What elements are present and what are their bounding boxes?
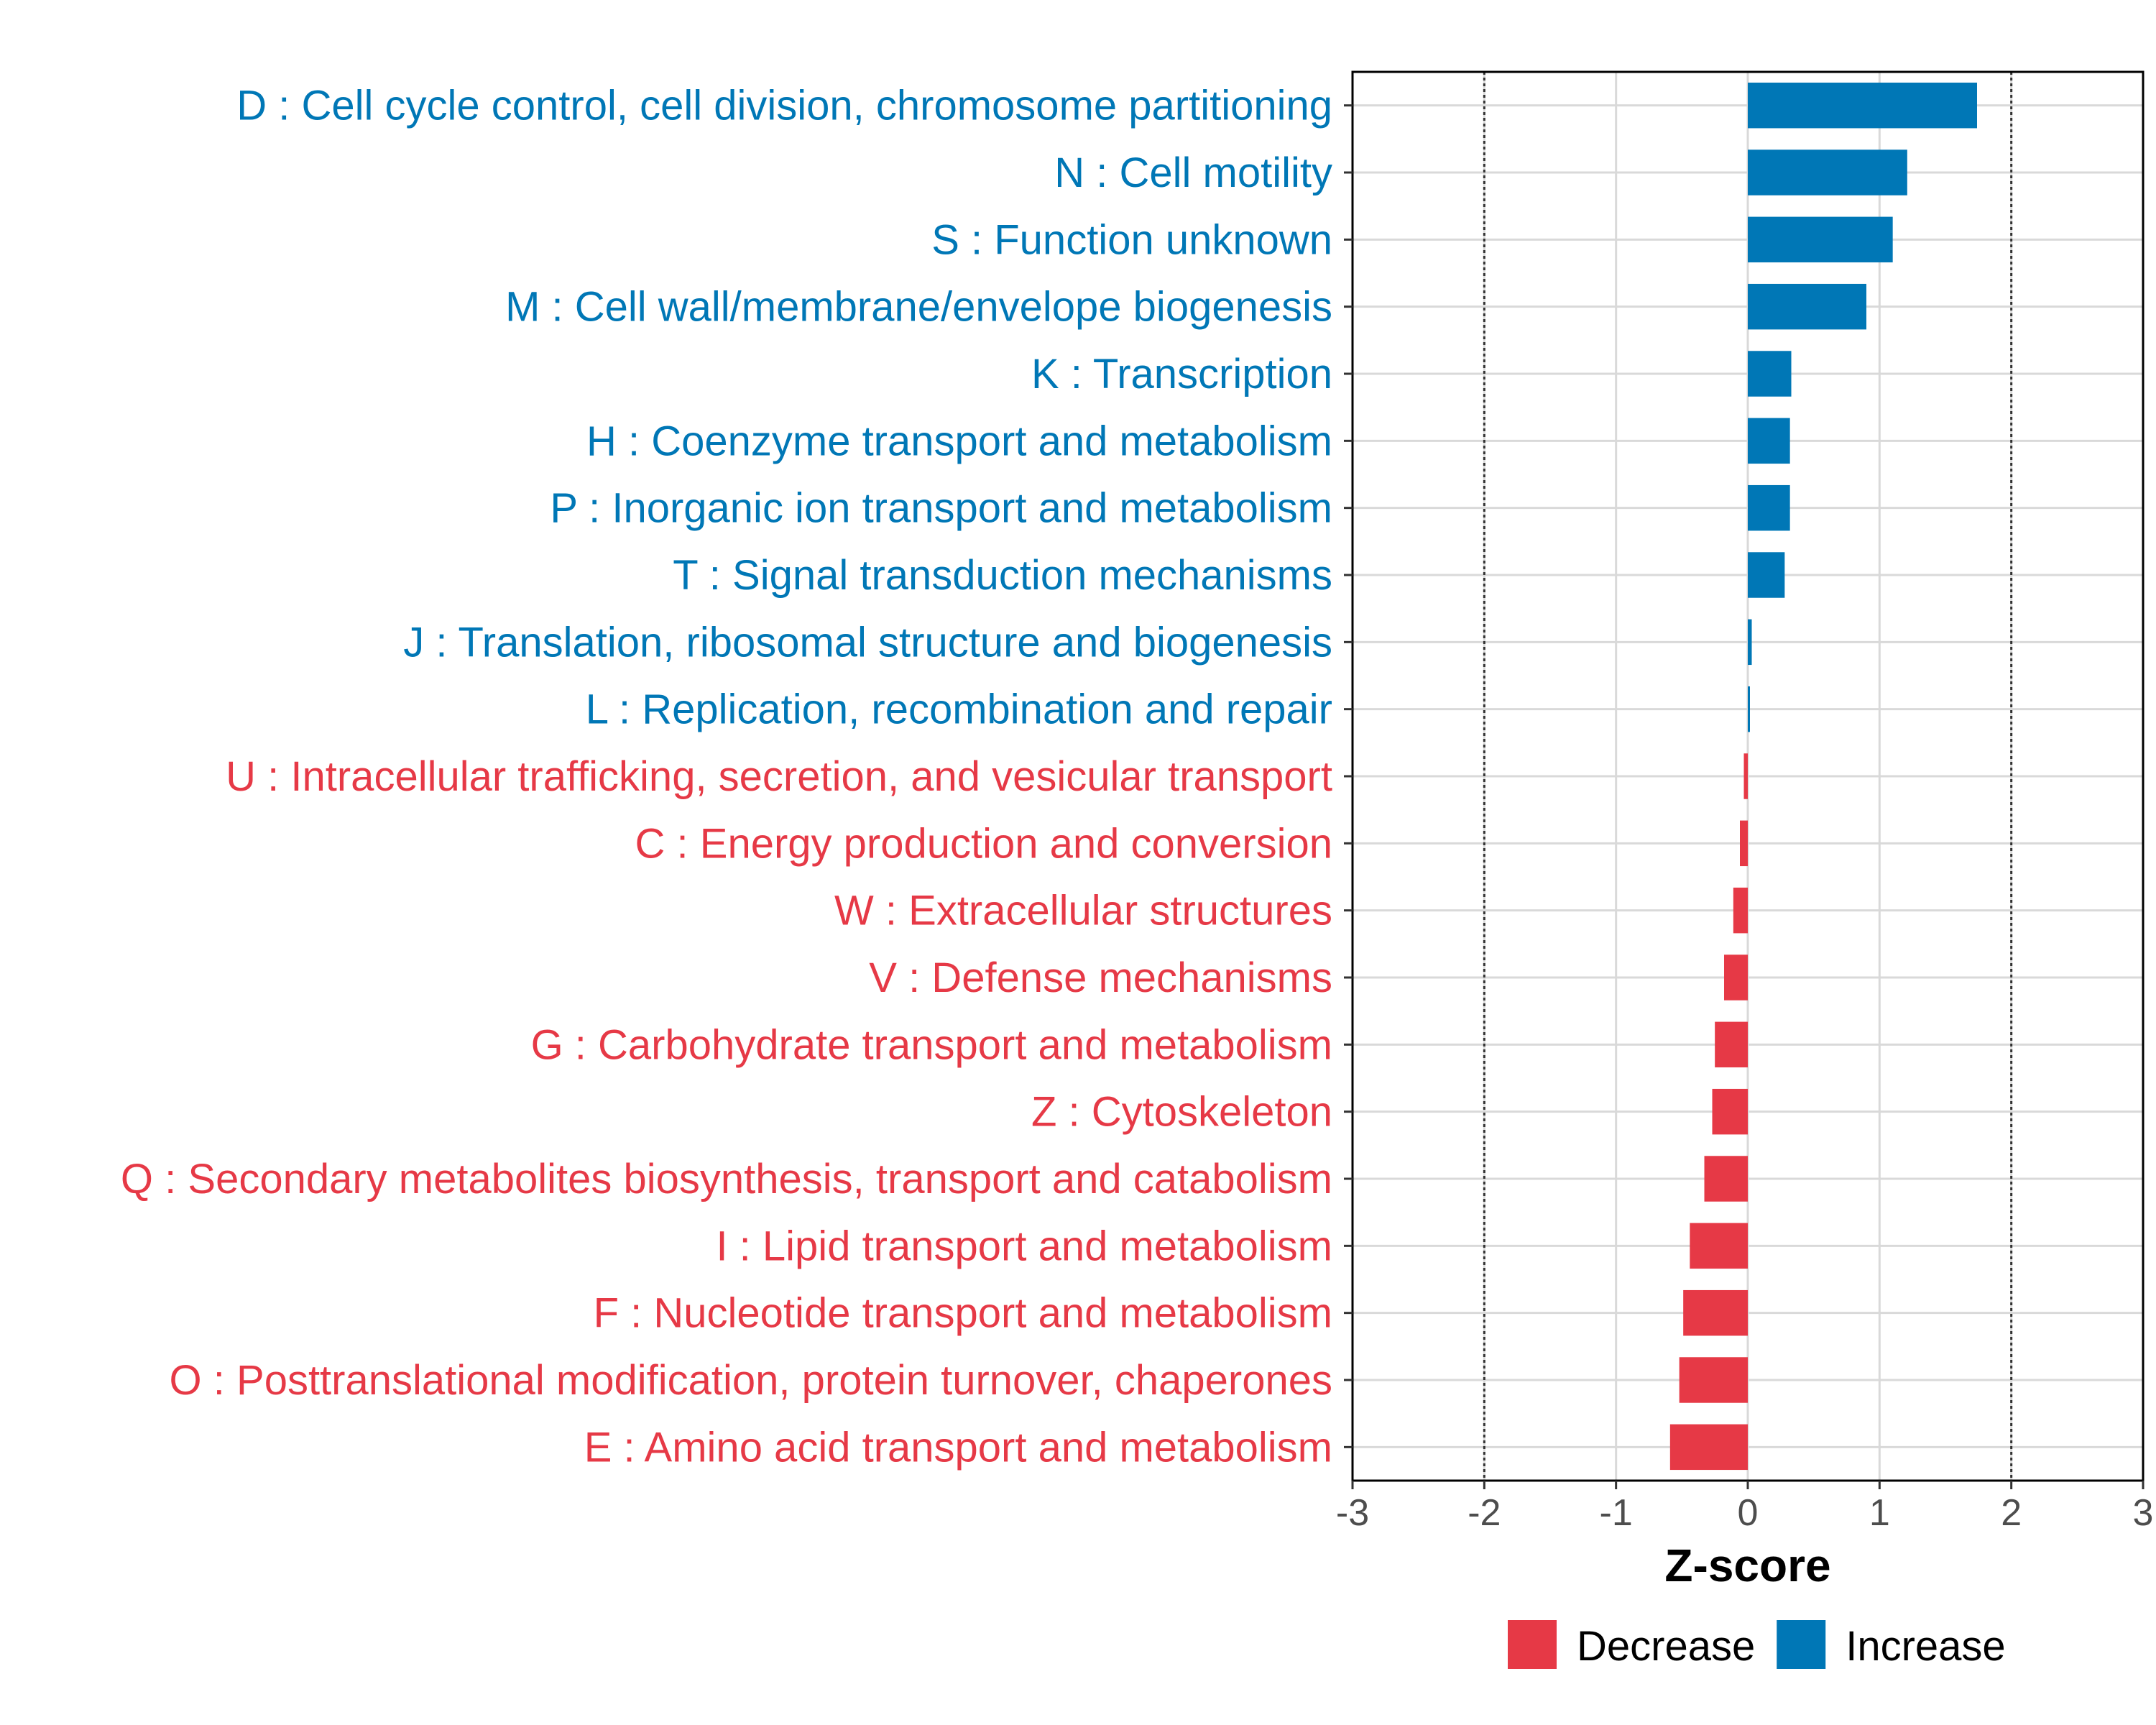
category-label: E : Amino acid transport and metabolism <box>584 1424 1332 1471</box>
bar <box>1724 954 1748 1000</box>
bar <box>1704 1156 1748 1202</box>
bar <box>1748 82 1977 129</box>
x-tick-label: -2 <box>1468 1492 1501 1534</box>
legend-label: Decrease <box>1577 1623 1755 1670</box>
legend-swatch <box>1508 1620 1557 1669</box>
category-label: L : Replication, recombination and repai… <box>586 686 1332 733</box>
bar <box>1748 216 1893 263</box>
category-label: W : Extracellular structures <box>834 888 1332 934</box>
y-axis-ticks: D : Cell cycle control, cell division, c… <box>121 83 1353 1471</box>
bar <box>1712 1088 1748 1135</box>
category-label: U : Intracellular trafficking, secretion… <box>226 753 1332 800</box>
category-label: I : Lipid transport and metabolism <box>716 1223 1332 1269</box>
category-label: Q : Secondary metabolites biosynthesis, … <box>121 1156 1332 1202</box>
bar <box>1740 820 1748 867</box>
bar <box>1748 552 1785 598</box>
category-label: C : Energy production and conversion <box>635 820 1332 867</box>
x-tick-label: 1 <box>1869 1492 1890 1534</box>
category-label: K : Transcription <box>1031 351 1332 397</box>
x-axis-title: Z-score <box>1664 1540 1830 1591</box>
legend-swatch <box>1777 1620 1826 1669</box>
category-label: T : Signal transduction mechanisms <box>673 552 1332 599</box>
bar <box>1743 753 1748 799</box>
x-tick-label: 0 <box>1738 1492 1759 1534</box>
category-label: Z : Cytoskeleton <box>1031 1089 1332 1136</box>
x-tick-label: 2 <box>2001 1492 2022 1534</box>
bar <box>1748 283 1866 330</box>
x-tick-label: 3 <box>2133 1492 2154 1534</box>
bar <box>1733 887 1748 934</box>
bar <box>1715 1021 1748 1068</box>
category-label: J : Translation, ribosomal structure and… <box>403 619 1332 666</box>
bar <box>1748 351 1792 397</box>
bar <box>1748 484 1790 531</box>
bar <box>1748 619 1752 666</box>
bar <box>1748 686 1750 732</box>
category-label: G : Carbohydrate transport and metabolis… <box>531 1021 1332 1068</box>
legend-label: Increase <box>1846 1623 2005 1670</box>
category-label: P : Inorganic ion transport and metaboli… <box>550 485 1332 532</box>
category-label: V : Defense mechanisms <box>869 954 1332 1001</box>
bar <box>1683 1289 1748 1336</box>
category-label: M : Cell wall/membrane/envelope biogenes… <box>505 284 1332 331</box>
bar <box>1748 150 1907 196</box>
x-axis-ticks: -3 -2 -1 0 1 2 3 <box>1336 1481 2154 1534</box>
category-label: O : Posttranslational modification, prot… <box>170 1357 1332 1404</box>
bar <box>1748 418 1790 464</box>
category-label: S : Function unknown <box>931 216 1332 263</box>
legend: Decrease Increase <box>1508 1620 2006 1670</box>
bar <box>1679 1357 1748 1403</box>
bars <box>1669 82 1977 1471</box>
category-label: D : Cell cycle control, cell division, c… <box>236 83 1332 129</box>
category-label: H : Coenzyme transport and metabolism <box>586 418 1332 464</box>
x-tick-label: -1 <box>1600 1492 1633 1534</box>
reference-lines <box>1483 72 2013 1481</box>
bar <box>1669 1424 1748 1471</box>
x-tick-label: -3 <box>1336 1492 1369 1534</box>
bar <box>1690 1223 1748 1269</box>
category-label: F : Nucleotide transport and metabolism <box>594 1290 1332 1337</box>
category-label: N : Cell motility <box>1054 150 1332 196</box>
